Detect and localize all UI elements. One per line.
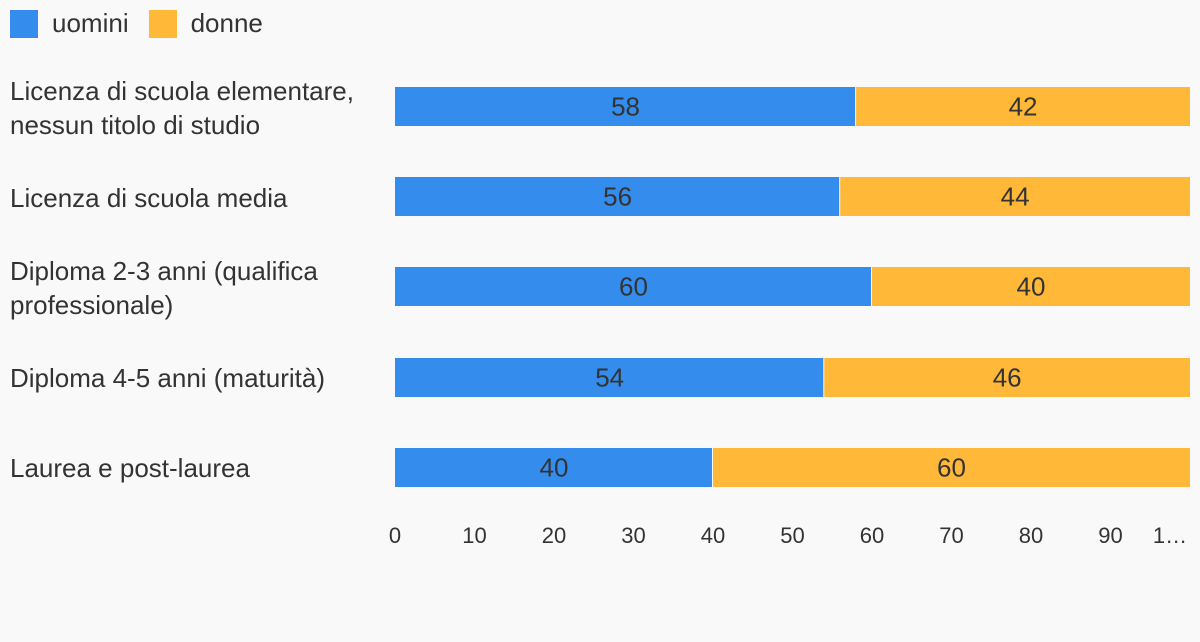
legend-swatch-uomini: [10, 9, 38, 38]
bar-uomini[interactable]: [395, 87, 856, 126]
legend-label-donne: donne: [190, 8, 263, 38]
data-label: 40: [1017, 272, 1046, 302]
data-label: 40: [540, 453, 569, 483]
data-label: 60: [937, 453, 966, 483]
data-label: 60: [619, 272, 648, 302]
x-tick-label: 30: [621, 523, 645, 548]
bar-donne[interactable]: [856, 87, 1190, 126]
bar-uomini[interactable]: [395, 177, 840, 216]
data-label: 46: [993, 363, 1022, 393]
category-label: Licenza di scuola media: [10, 183, 288, 213]
legend-item-uomini[interactable]: uomini: [10, 8, 129, 39]
x-tick-label: 70: [939, 523, 963, 548]
category-label: Laurea e post-laurea: [10, 453, 250, 483]
data-label: 58: [611, 92, 640, 122]
x-tick-label: 1…: [1153, 523, 1187, 548]
bar-uomini[interactable]: [395, 448, 712, 487]
x-tick-label: 40: [701, 523, 725, 548]
data-label: 54: [595, 363, 624, 393]
legend: uomini donne: [10, 8, 283, 39]
legend-label-uomini: uomini: [52, 8, 129, 38]
bar-donne[interactable]: [840, 177, 1190, 216]
legend-swatch-donne: [148, 9, 177, 38]
bar-donne[interactable]: [824, 358, 1190, 397]
x-tick-label: 60: [860, 523, 884, 548]
x-tick-label: 80: [1019, 523, 1043, 548]
data-label: 42: [1009, 92, 1038, 122]
data-label: 56: [603, 182, 632, 212]
bar-uomini[interactable]: [395, 358, 824, 397]
x-tick-label: 20: [542, 523, 566, 548]
legend-item-donne[interactable]: donne: [148, 8, 263, 39]
category-label: Licenza di scuola elementare, nessun tit…: [10, 76, 354, 140]
bar-donne[interactable]: [872, 267, 1190, 306]
data-label: 44: [1001, 182, 1030, 212]
category-label: Diploma 2-3 anni (qualifica professional…: [10, 256, 318, 320]
x-tick-label: 10: [462, 523, 486, 548]
bar-donne[interactable]: [713, 448, 1190, 487]
category-label: Diploma 4-5 anni (maturità): [10, 363, 326, 393]
x-tick-label: 90: [1098, 523, 1122, 548]
x-tick-label: 50: [780, 523, 804, 548]
x-tick-label: 0: [389, 523, 401, 548]
bar-uomini[interactable]: [395, 267, 871, 306]
